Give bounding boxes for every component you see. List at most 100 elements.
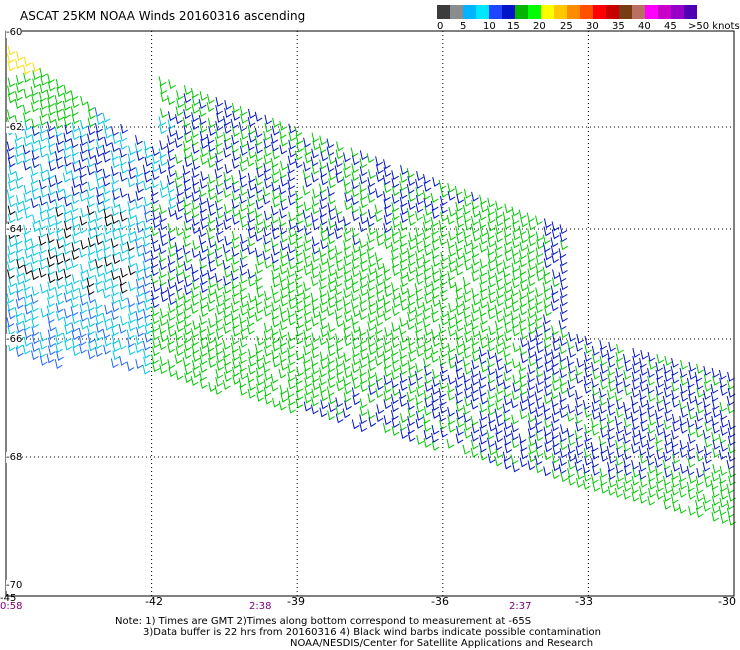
wind-barb (439, 267, 447, 278)
wind-barb (559, 400, 568, 411)
wind-barb (192, 352, 201, 363)
wind-barb (455, 433, 464, 444)
wind-barb (231, 134, 240, 145)
wind-barb (431, 248, 440, 259)
wind-barb (183, 309, 192, 320)
wind-barb (55, 159, 64, 169)
wind-barb (278, 128, 287, 139)
wind-barb (32, 214, 40, 225)
wind-barb (64, 196, 72, 207)
wind-barb (448, 358, 457, 369)
wind-barb (71, 250, 80, 261)
wind-barb (351, 195, 359, 206)
wind-barb (399, 381, 408, 391)
wind-barb (23, 232, 32, 243)
wind-barb (544, 362, 553, 373)
wind-barb (638, 461, 647, 472)
wind-barb (440, 251, 449, 262)
wind-barb (416, 435, 425, 445)
wind-barb (598, 387, 607, 398)
colorbar-swatch (554, 5, 567, 19)
wind-barb (422, 237, 431, 248)
wind-barb (215, 377, 223, 387)
wind-barb (326, 146, 335, 157)
wind-barb (343, 392, 352, 403)
wind-barb (470, 399, 479, 410)
wind-barb (55, 303, 64, 313)
wind-barb (399, 253, 408, 263)
wind-barb (199, 195, 207, 205)
wind-barb (32, 222, 41, 233)
wind-barb (543, 218, 552, 229)
wind-barb (176, 194, 185, 205)
wind-barb (391, 194, 400, 205)
wind-barb (111, 182, 120, 193)
wind-barb (558, 248, 567, 259)
wind-barb (592, 465, 600, 476)
wind-barb (407, 296, 416, 306)
wind-barb (574, 413, 583, 424)
wind-barb (47, 337, 56, 348)
wind-barb (344, 192, 353, 203)
wind-barb (280, 312, 289, 323)
wind-barb (447, 342, 456, 353)
wind-barb (319, 407, 328, 418)
wind-barb (374, 188, 383, 199)
wind-barb (271, 301, 280, 312)
wind-barb (272, 341, 280, 352)
wind-barb (358, 222, 367, 233)
wind-barb (296, 142, 304, 153)
wind-barb (327, 290, 335, 301)
wind-barb (671, 373, 680, 384)
wind-barb (455, 353, 463, 364)
wind-barb (535, 431, 544, 442)
wind-barb (223, 171, 232, 182)
wind-barb (688, 473, 697, 484)
wind-barb (223, 219, 232, 230)
wind-barb (296, 206, 304, 217)
wind-barb (38, 91, 47, 102)
wind-barb (383, 271, 392, 282)
wind-barb (255, 175, 263, 186)
wind-barb (8, 181, 16, 192)
wind-barb (79, 311, 88, 322)
wind-barb (126, 361, 135, 372)
wind-barb (86, 101, 95, 112)
wind-barb (334, 253, 343, 264)
wind-barb (152, 346, 160, 357)
wind-barb (102, 192, 111, 203)
wind-barb (71, 330, 80, 341)
wind-barb (167, 263, 176, 274)
wind-barb (231, 262, 239, 273)
wind-barb (190, 88, 199, 99)
wind-barb (143, 204, 152, 215)
wind-barb (462, 308, 471, 319)
wind-barb (575, 445, 584, 456)
wind-barb (519, 297, 528, 308)
wind-barb (295, 134, 304, 145)
lon-label: -33 (575, 595, 593, 608)
wind-barb (407, 304, 416, 314)
wind-barb (30, 198, 39, 209)
wind-barb (214, 337, 223, 347)
wind-barb (335, 341, 344, 352)
wind-barb (511, 262, 520, 273)
wind-barb (88, 261, 96, 272)
wind-barb (207, 294, 216, 304)
wind-barb (263, 162, 272, 173)
wind-barb (47, 225, 55, 236)
wind-barb (208, 238, 217, 248)
wind-barb (287, 171, 296, 182)
wind-barb (320, 175, 329, 186)
wind-barb (31, 334, 40, 345)
wind-barb (295, 190, 303, 201)
wind-barb (400, 285, 408, 295)
wind-barb (319, 223, 328, 234)
wind-barb (504, 299, 513, 310)
wind-barb (176, 274, 184, 285)
plot-frame (5, 30, 735, 597)
wind-barb (280, 360, 289, 371)
wind-barb (23, 72, 31, 83)
wind-barb (654, 465, 663, 476)
wind-barb (343, 224, 352, 235)
